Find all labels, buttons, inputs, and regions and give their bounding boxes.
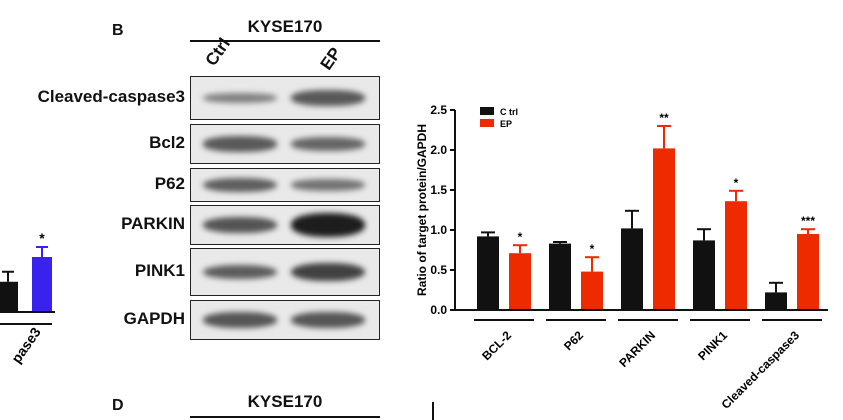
- x-tick-label: P62: [561, 328, 586, 353]
- blot-band-ep: [291, 137, 365, 151]
- y-tick-label: 2.5: [430, 103, 447, 117]
- x-tick-label: Cleaved-caspase3: [719, 328, 803, 412]
- bar-ctrl: [549, 243, 571, 310]
- blot-band-ep: [291, 212, 365, 238]
- blot-band-ep: [291, 312, 365, 328]
- blot-label: PINK1: [134, 261, 185, 280]
- bar-chart: Ratio of target protein/GAPDH 0.0 0.5 1.0 1…: [415, 103, 828, 412]
- legend-swatch: [480, 119, 494, 127]
- blot-label: PARKIN: [121, 214, 185, 233]
- significance-marker: **: [659, 111, 669, 125]
- bar-ctrl: [477, 236, 499, 310]
- legend-label: C trl: [500, 107, 518, 117]
- cell-line-underline: [190, 40, 380, 42]
- left-bar: [32, 257, 52, 312]
- x-tick-label: PARKIN: [616, 328, 658, 370]
- legend-swatch: [480, 107, 494, 115]
- panel-d-underline: [190, 416, 380, 418]
- y-axis-label: Ratio of target protein/GAPDH: [415, 124, 429, 296]
- x-tick-label: PINK1: [695, 328, 730, 363]
- blot-band-ep: [291, 90, 365, 106]
- panel-b-cell-line: KYSE170: [247, 17, 323, 36]
- bar-ctrl: [693, 240, 715, 310]
- blot-band-ep: [291, 179, 365, 191]
- left-partial-chart: * pase3: [0, 230, 55, 366]
- blot-label: Cleaved-caspase3: [37, 87, 185, 106]
- blot-strip: [190, 300, 380, 340]
- blot-strip: [190, 168, 380, 202]
- bar-ctrl: [765, 292, 787, 310]
- left-bar: [0, 281, 18, 312]
- blot-band-ctrl: [203, 264, 277, 280]
- blot-strip: [190, 205, 380, 245]
- bar-ep: [653, 148, 675, 310]
- panel-d-axis-stub: [432, 402, 434, 420]
- panel-d-cell-line: KYSE170: [247, 392, 323, 411]
- significance-marker: *: [518, 230, 523, 244]
- significance-marker: ***: [801, 214, 815, 228]
- bar-ep: [509, 253, 531, 310]
- blot-band-ctrl: [203, 216, 277, 234]
- blot-strip: [190, 124, 380, 164]
- blot-strip: [190, 248, 380, 296]
- panel-d-letter: D: [112, 397, 124, 414]
- blot-band-ctrl: [203, 177, 277, 193]
- blot-strip: [190, 76, 380, 120]
- blot-band-ctrl: [203, 136, 277, 152]
- blot-band-ctrl: [203, 93, 277, 103]
- bar-ctrl: [621, 228, 643, 310]
- left-tick-label: pase3: [8, 324, 44, 366]
- bar-ep: [797, 234, 819, 310]
- blot-label: P62: [154, 174, 185, 193]
- left-significance-star: *: [39, 230, 45, 246]
- bar-ep: [725, 201, 747, 310]
- bar-ep: [581, 271, 603, 310]
- y-tick-label: 0.0: [430, 303, 447, 317]
- lane-label-ep: EP: [316, 43, 346, 74]
- significance-marker: *: [734, 176, 739, 190]
- y-tick-label: 0.5: [430, 263, 447, 277]
- y-tick-label: 1.5: [430, 183, 447, 197]
- blot-band-ctrl: [203, 312, 277, 328]
- panel-b-letter: B: [112, 22, 124, 39]
- significance-marker: *: [590, 242, 595, 256]
- legend-label: EP: [500, 119, 512, 129]
- x-tick-label: BCL-2: [479, 328, 514, 363]
- blot-label: GAPDH: [123, 309, 185, 328]
- y-tick-label: 2.0: [430, 143, 447, 157]
- y-tick-label: 1.0: [430, 223, 447, 237]
- blot-label: Bcl2: [149, 133, 185, 152]
- blot-band-ep: [291, 262, 365, 282]
